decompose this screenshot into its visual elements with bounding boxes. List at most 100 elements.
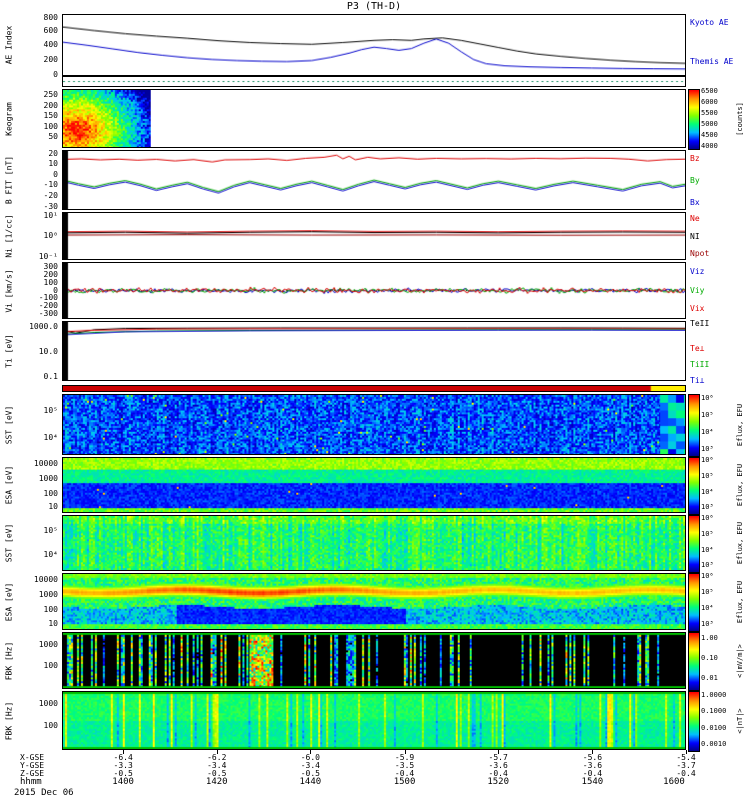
zgse-value-6: -0.4 [676, 769, 696, 778]
x-axis-tickmark-6 [686, 750, 687, 754]
esa_i-ylabel: ESA [eV] [4, 465, 14, 505]
ae-canvas [63, 15, 685, 75]
esa_e-ytick-0: 10000 [33, 575, 58, 585]
sst_e-plot-area [62, 515, 686, 571]
panel-sst_e: SST [eV] 10⁵ 10⁴ 10⁶ 10⁵ 10⁴ 10³ Eflux, EFU [0, 515, 750, 573]
esa_e-ytick-2: 100 [43, 605, 58, 615]
time-tick-label-3: 1500 [393, 777, 416, 787]
sst_e-colorbar-tick-2: 10⁴ [701, 545, 714, 554]
sst_i-colorbar-tick-2: 10⁴ [701, 427, 714, 436]
xgse-row-label: X-GSE [20, 753, 45, 762]
vi-ytick-2: 100 [43, 277, 58, 287]
page-title: P3 (TH-D) [346, 1, 402, 12]
esa_i-ytick-1: 1000 [38, 473, 58, 483]
hhmm-label: hhmm [20, 777, 42, 787]
panel-sst_i: SST [eV] 10⁵ 10⁴ 10⁶ 10⁵ 10⁴ 10³ Eflux, EFU [0, 394, 750, 457]
sst_e-canvas [63, 516, 685, 570]
fbk_e-colorbar-tick-0: 1.00 [701, 633, 718, 642]
ni-ytick-2: 10⁻¹ [38, 251, 58, 261]
zgse-value-4: -0.4 [488, 769, 508, 778]
b_fit-series-label-1: By [690, 176, 700, 186]
ni-series-label-0: Ne [690, 213, 700, 223]
b_fit-ytick-1: 10 [48, 158, 58, 168]
vi-ytick-6: -300 [38, 309, 58, 319]
vi-ytick-4: -100 [38, 293, 58, 303]
esa_i-colorbar [688, 457, 700, 515]
xgse-value-6: -5.4 [676, 753, 696, 762]
ygse-value-4: -3.6 [488, 761, 508, 770]
ae-series-label-0: Kyoto AE [690, 18, 729, 28]
esa_e-colorbar-label: Eflux, EFU [736, 580, 744, 623]
panel-esa_e: ESA [eV] 10000 1000 100 10 10⁶ 10⁵ 10⁴ 10³ Eflux,… [0, 572, 750, 632]
b_fit-ytick-0: 20 [48, 149, 58, 158]
sst_i-colorbar [688, 394, 700, 457]
b_fit-series-label-2: Bx [690, 198, 700, 208]
esa_e-colorbar [688, 573, 700, 632]
keogram-colorbar [688, 89, 700, 150]
fbk_b-colorbar-tick-0: 1.0000 [701, 690, 727, 699]
xgse-value-0: -6.4 [113, 753, 133, 762]
esa_e-colorbar-tick-1: 10⁵ [701, 588, 714, 597]
panel-esa_i: ESA [eV] 10000 1000 100 10 10⁶ 10⁵ 10⁴ 10³ Eflux,… [0, 457, 750, 515]
vi-ytick-0: 300 [43, 261, 58, 271]
ni-plot-area [62, 212, 686, 260]
esa_e-ytick-3: 10 [48, 619, 58, 629]
ni-series-label-1: NI [690, 231, 700, 241]
ni-series-label-2: Npot [690, 249, 710, 259]
x-axis-tickmark-3 [404, 750, 406, 754]
date-label: 2015 Dec 06 [14, 788, 74, 798]
t-ytick-2: 0.1 [43, 372, 58, 382]
panel-strip [0, 76, 750, 87]
time-tick-label-4: 1520 [487, 777, 510, 787]
ygse-value-1: -3.4 [207, 761, 227, 770]
ae-plot-area [62, 14, 686, 76]
vi-series-label-0: Viz [690, 266, 705, 276]
sst_i-ytick-0: 10⁵ [43, 406, 58, 416]
sst_e-colorbar-label: Eflux, EFU [736, 521, 744, 565]
time-tick-label-2: 1440 [299, 777, 322, 787]
strip-canvas [63, 77, 685, 86]
sst_e-ytick-0: 10⁵ [43, 525, 58, 535]
esa_i-colorbar-tick-2: 10⁴ [701, 487, 714, 496]
vi-series-label-2: Vix [690, 304, 705, 314]
ae-ytick-0: 800 [43, 13, 58, 22]
time-tick-label-5: 1540 [581, 777, 604, 787]
x-axis-tickmark-0 [123, 750, 125, 754]
t-ytick-0: 1000.0 [29, 322, 58, 331]
panel-b_fit: B FIT [nT] 20 10 0 -10 -20 -30 Bz By Bx [0, 149, 750, 211]
esa_i-colorbar-tick-1: 10⁵ [701, 472, 714, 481]
esa_i-ytick-2: 100 [43, 488, 58, 498]
t-series-label-2: TiII [690, 359, 710, 369]
esa_e-colorbar-tick-0: 10⁶ [701, 572, 714, 581]
zgse-value-0: -0.5 [113, 769, 133, 778]
sst_i-colorbar-label: Eflux, EFU [736, 403, 744, 446]
time-tick-label-1: 1420 [205, 777, 228, 787]
vi-series-label-1: Viy [690, 285, 705, 295]
esa_i-ytick-0: 10000 [33, 459, 58, 469]
xgse-value-1: -6.2 [207, 753, 227, 762]
keogram-colorbar-tick-4: 4500 [701, 131, 718, 140]
zgse-row-label: Z-GSE [20, 769, 45, 778]
ae-ytick-4: 0 [53, 69, 58, 79]
keogram-colorbar-tick-0: 6500 [701, 87, 718, 96]
esa_i-plot-area [62, 457, 686, 513]
keogram-plot-area [62, 89, 686, 148]
panel-keogram: Keogram 250 200 150 100 50 6500 6000 5500 5000 450… [0, 87, 750, 150]
ygse-value-5: -3.6 [582, 761, 603, 770]
keogram-ytick-0: 250 [43, 90, 58, 100]
x-axis-tickmark-5 [592, 750, 594, 754]
esa_i-colorbar-label: Eflux, EFU [736, 463, 744, 507]
ni-ytick-1: 10⁰ [43, 230, 58, 240]
fbk_b-colorbar-label: <|nT|> [736, 707, 744, 734]
vi-ytick-1: 200 [43, 269, 58, 279]
t-series-label-1: Te⊥ [690, 344, 705, 354]
b_fit-ytick-4: -20 [43, 191, 58, 201]
sst_e-colorbar [688, 515, 700, 573]
t-ytick-1: 10.0 [38, 347, 58, 357]
vi-plot-area [62, 262, 686, 319]
b_fit-ytick-5: -30 [43, 201, 58, 211]
ni-canvas [63, 213, 685, 259]
esa_e-canvas [63, 574, 685, 629]
ae-ytick-1: 600 [43, 25, 58, 35]
x-axis-tickmark-4 [498, 750, 500, 754]
